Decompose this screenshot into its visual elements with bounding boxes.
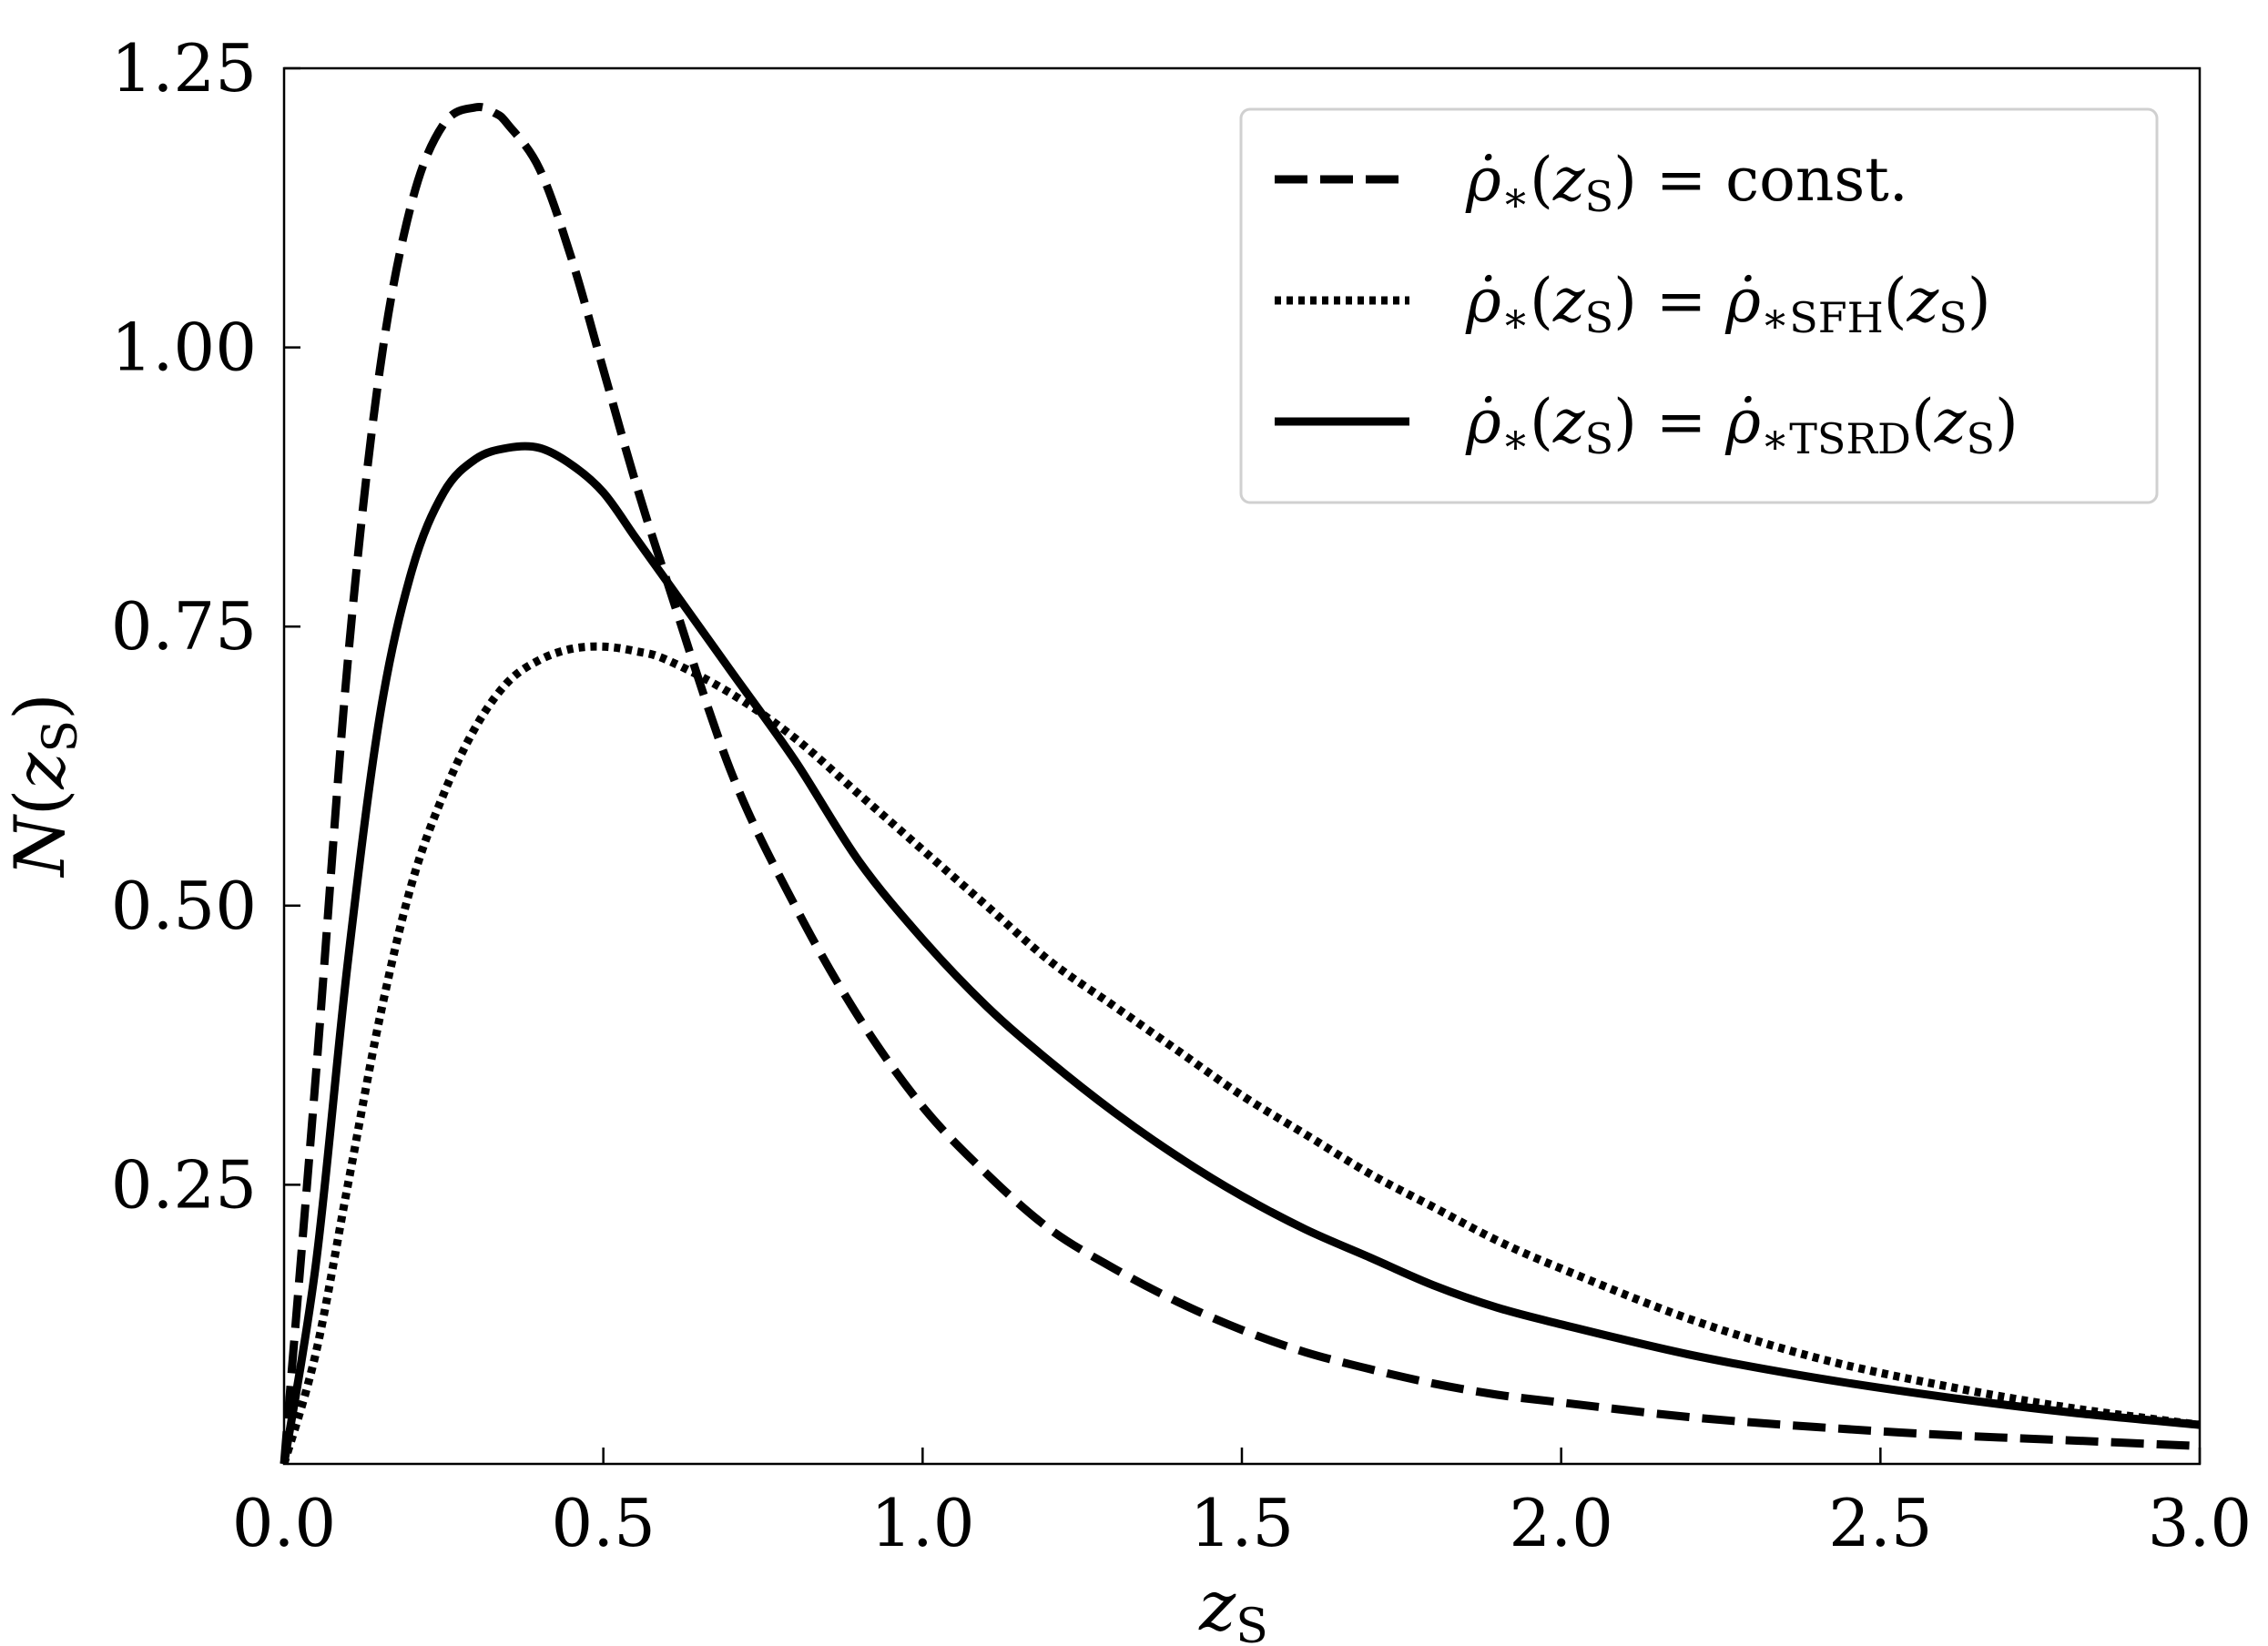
x-tick-label: 1.0 [870,1485,975,1561]
x-tick-label: 3.0 [2148,1485,2253,1561]
x-tick-label: 1.5 [1190,1485,1295,1561]
legend-label-const: ρ̇∗(zS) = const. [1465,145,1908,221]
x-tick-label: 2.0 [1509,1485,1613,1561]
legend-label-sfh: ρ̇∗(zS) = ρ̇∗SFH(zS) [1465,266,1991,342]
y-tick-label: 1.00 [111,310,257,386]
x-tick-label: 0.0 [232,1485,337,1561]
ticks: 0.0 0.5 1.0 1.5 2.0 2.5 3.0 0.25 0.50 0.75 1.00 1.2… [111,30,2253,1561]
x-tick-label: 0.5 [551,1485,656,1561]
legend-label-tsrd: ρ̇∗(zS) = ρ̇∗TSRD(zS) [1465,387,2019,463]
curves [280,102,2201,1466]
legend: ρ̇∗(zS) = const. ρ̇∗(zS) = ρ̇∗SFH(zS) ρ̇… [1239,107,2159,504]
y-tick-label: 0.25 [111,1146,257,1223]
series-line-dashed [280,102,2201,1465]
legend-box [1239,107,2159,504]
series-line-dotted [280,642,2201,1466]
x-axis-label: zS [1198,1565,1268,1646]
y-tick-label: 1.25 [111,30,257,107]
y-tick-label: 0.50 [111,868,257,944]
x-tick-label: 2.5 [1828,1485,1933,1561]
y-tick-label: 0.75 [111,588,257,665]
series-line-solid [280,442,2201,1465]
y-axis-label: N(zS) [0,693,88,878]
